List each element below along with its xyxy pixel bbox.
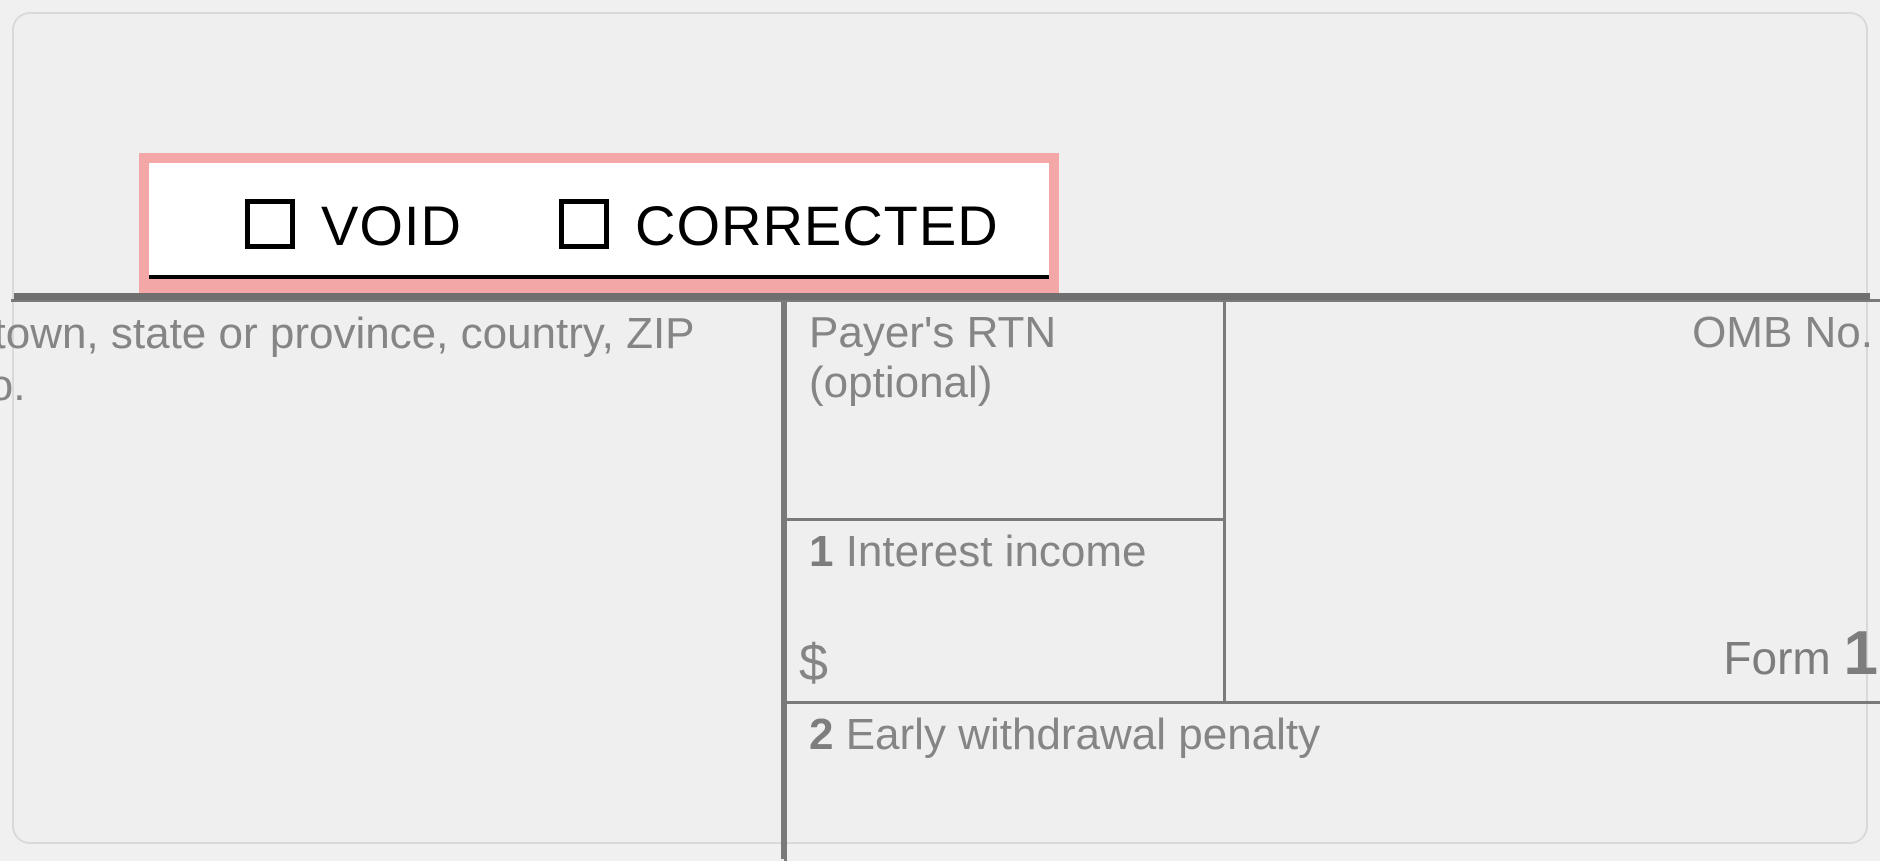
form-grid: ess, city or town, state or province, co… bbox=[14, 299, 1870, 859]
box-1-number: 1 bbox=[809, 527, 833, 576]
box-2-number: 2 bbox=[809, 710, 833, 759]
corrected-label: CORRECTED bbox=[635, 193, 999, 258]
void-checkbox[interactable] bbox=[245, 199, 295, 249]
box-2-label: 2 Early withdrawal penalty bbox=[809, 710, 1320, 760]
box-1-label: 1 Interest income bbox=[809, 527, 1147, 577]
form-number-label: Form 1 bbox=[1723, 618, 1878, 689]
corrected-checkbox[interactable] bbox=[559, 199, 609, 249]
box-1-text: Interest income bbox=[833, 527, 1146, 576]
void-label: VOID bbox=[321, 193, 462, 258]
form-card: VOID CORRECTED ess, city or town, state … bbox=[12, 12, 1868, 844]
payer-address-label: ess, city or town, state or province, co… bbox=[0, 308, 781, 412]
form-word: Form bbox=[1723, 632, 1843, 684]
void-corrected-panel: VOID CORRECTED bbox=[139, 153, 1059, 293]
panel-underline bbox=[149, 275, 1049, 279]
payer-rtn-label: Payer's RTN (optional) bbox=[809, 308, 1223, 408]
omb-label: OMB No. bbox=[1692, 308, 1873, 358]
box-1-currency: $ bbox=[799, 633, 828, 693]
omb-cell: OMB No. Form 1 bbox=[1223, 299, 1880, 704]
form-top-rule bbox=[14, 293, 1870, 300]
box-2-text: Early withdrawal penalty bbox=[833, 710, 1320, 759]
box-2-cell: 2 Early withdrawal penalty bbox=[784, 701, 1880, 861]
payer-address-cell: ess, city or town, state or province, co… bbox=[11, 299, 784, 859]
form-number-partial: 1 bbox=[1844, 619, 1878, 688]
payer-rtn-cell: Payer's RTN (optional) bbox=[784, 299, 1226, 521]
box-1-cell: 1 Interest income $ bbox=[784, 518, 1226, 704]
